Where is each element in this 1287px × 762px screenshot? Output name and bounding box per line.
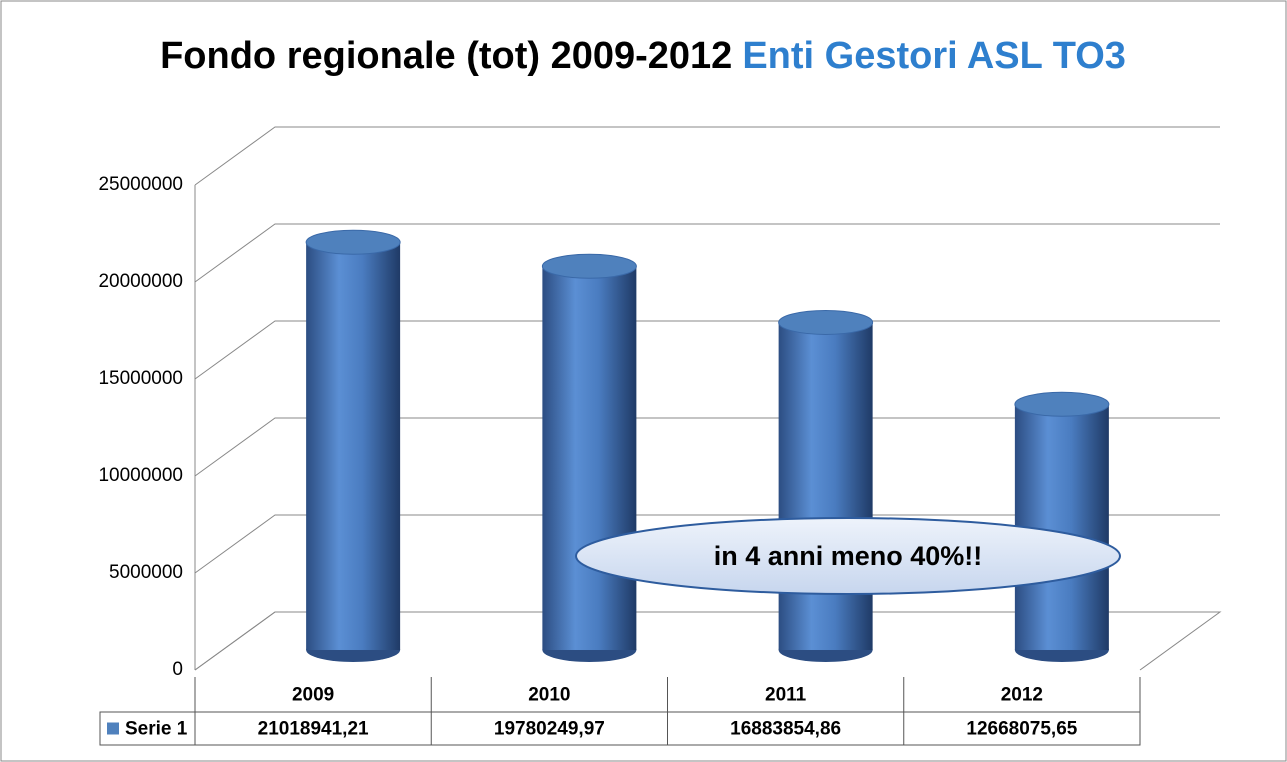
chart-title: Fondo regionale (tot) 2009-2012 Enti Gest… (160, 35, 1126, 77)
x-tick-label: 2009 (292, 685, 334, 706)
bar-top (305, 229, 401, 255)
bar (778, 322, 873, 650)
grid-line (194, 126, 1220, 186)
bar-top (541, 253, 637, 279)
bar (306, 242, 401, 650)
bars (305, 229, 1110, 662)
value-label: 16883854,86 (730, 719, 841, 740)
data-table: Serie 1 2009 21018941,21 2010 19780249,97 201… (99, 677, 1141, 746)
x-tick-label: 2010 (528, 685, 570, 706)
grid-line (194, 417, 1220, 477)
y-tick-label: 5000000 (109, 562, 183, 583)
x-tick-label: 2011 (765, 685, 807, 706)
value-label: 21018941,21 (258, 719, 369, 740)
y-tick-label: 20000000 (98, 271, 183, 292)
title-main: Fondo regionale (tot) 2009-2012 (160, 35, 732, 77)
x-tick-label: 2012 (1001, 685, 1043, 706)
grid: 0 5000000 10000000 15000000 20000000 25000000 (98, 126, 1222, 680)
grid-line (194, 514, 1220, 574)
grid-line (194, 320, 1220, 380)
legend-key (107, 722, 119, 735)
bar-top (778, 309, 874, 335)
value-label: 12668075,65 (966, 719, 1077, 740)
y-tick-label: 0 (172, 659, 183, 680)
y-tick-label: 10000000 (98, 465, 183, 486)
grid-line (194, 611, 1220, 671)
y-tick-label: 15000000 (98, 368, 183, 389)
y-tick-label: 25000000 (98, 174, 183, 195)
annotation: in 4 anni meno 40%!! (714, 541, 983, 571)
bar-top (1014, 391, 1110, 417)
grid-line (194, 223, 1220, 283)
legend-label: Serie 1 (125, 719, 188, 740)
value-label: 19780249,97 (494, 719, 605, 740)
annotation-bubble (575, 517, 1121, 595)
table-label-cell (99, 711, 196, 746)
bar (542, 266, 637, 650)
title-highlight: Enti Gestori ASL TO3 (742, 35, 1126, 77)
